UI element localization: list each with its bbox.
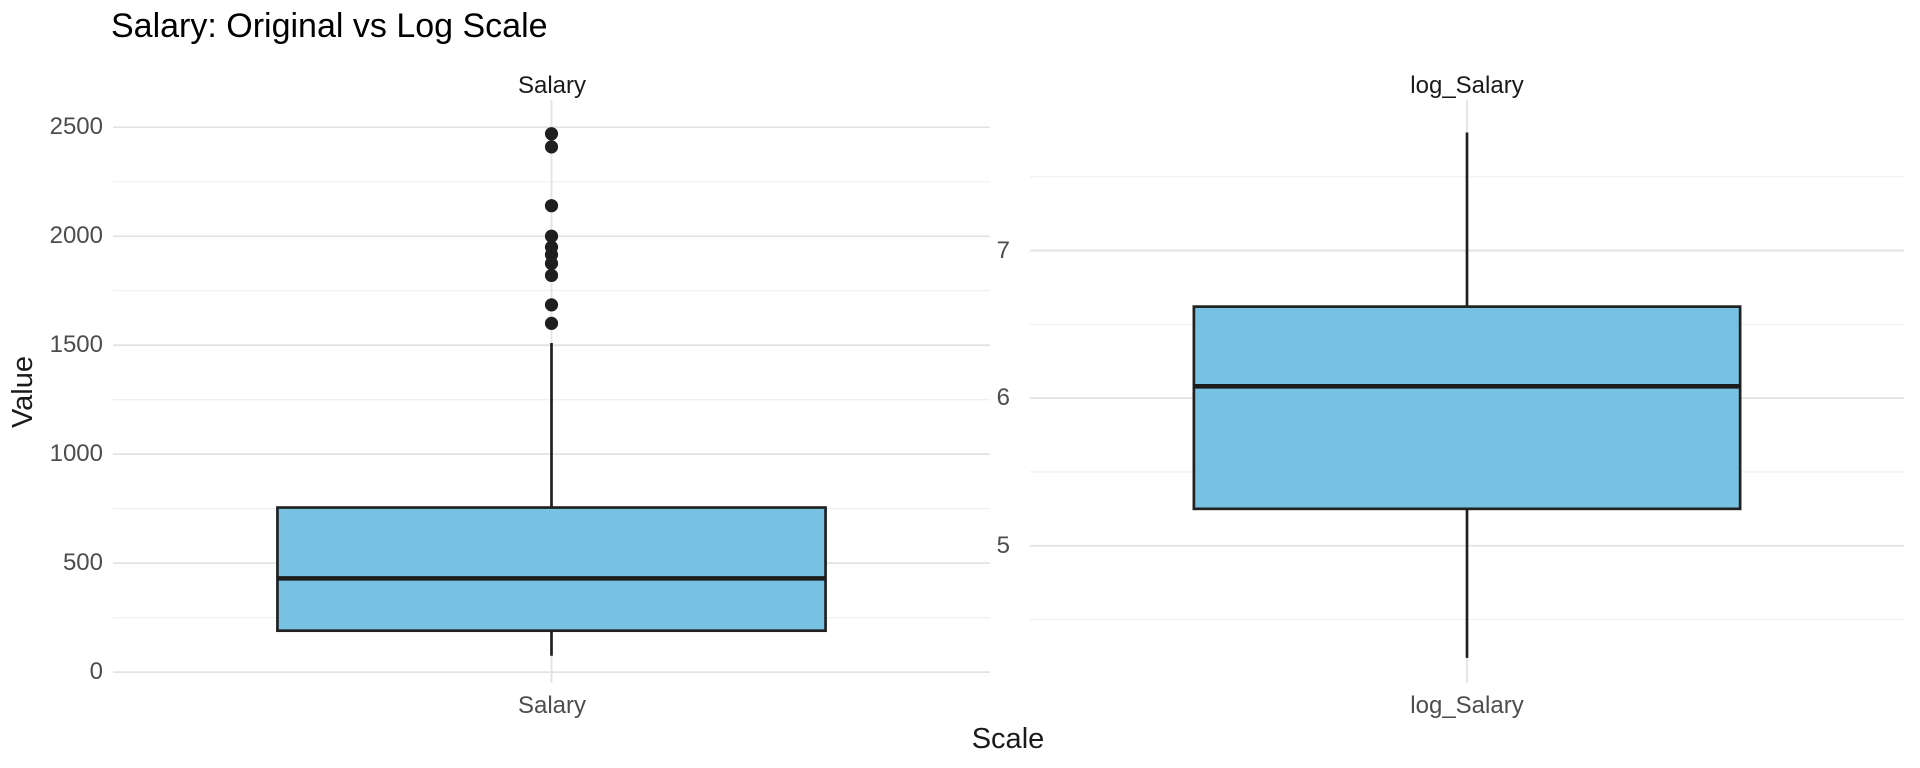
outlier-point xyxy=(544,240,559,254)
x-tick-label-log-salary: log_Salary xyxy=(1410,692,1524,719)
y-tick-label: 7 xyxy=(996,236,1010,264)
y-tick-label: 6 xyxy=(996,384,1010,412)
outlier-point xyxy=(544,140,559,154)
outlier-point xyxy=(544,199,559,213)
outlier-point xyxy=(544,298,559,312)
y-tick-label: 2500 xyxy=(49,113,103,141)
outlier-point xyxy=(544,268,559,283)
chart-title: Salary: Original vs Log Scale xyxy=(111,7,548,45)
y-tick-label: 500 xyxy=(62,549,103,577)
y-tick-label: 1500 xyxy=(49,331,103,359)
y-tick-label: 0 xyxy=(89,658,103,686)
x-tick-label-salary: Salary xyxy=(517,692,587,719)
panel-salary xyxy=(113,100,990,683)
boxplot-box xyxy=(276,506,827,633)
boxplot-box xyxy=(1192,305,1742,511)
y-axis-title: Value xyxy=(7,355,39,429)
y-tick-label: 2000 xyxy=(49,222,103,250)
y-tick-label: 5 xyxy=(996,531,1010,559)
outlier-point xyxy=(544,127,559,141)
facet-strip-salary: Salary xyxy=(517,72,587,99)
outlier-point xyxy=(544,316,559,330)
y-tick-label: 1000 xyxy=(49,440,103,468)
x-axis-title: Scale xyxy=(971,723,1045,755)
outlier-point xyxy=(544,229,559,243)
panel-log-salary xyxy=(1030,100,1904,683)
facet-strip-log-salary: log_Salary xyxy=(1410,72,1524,99)
